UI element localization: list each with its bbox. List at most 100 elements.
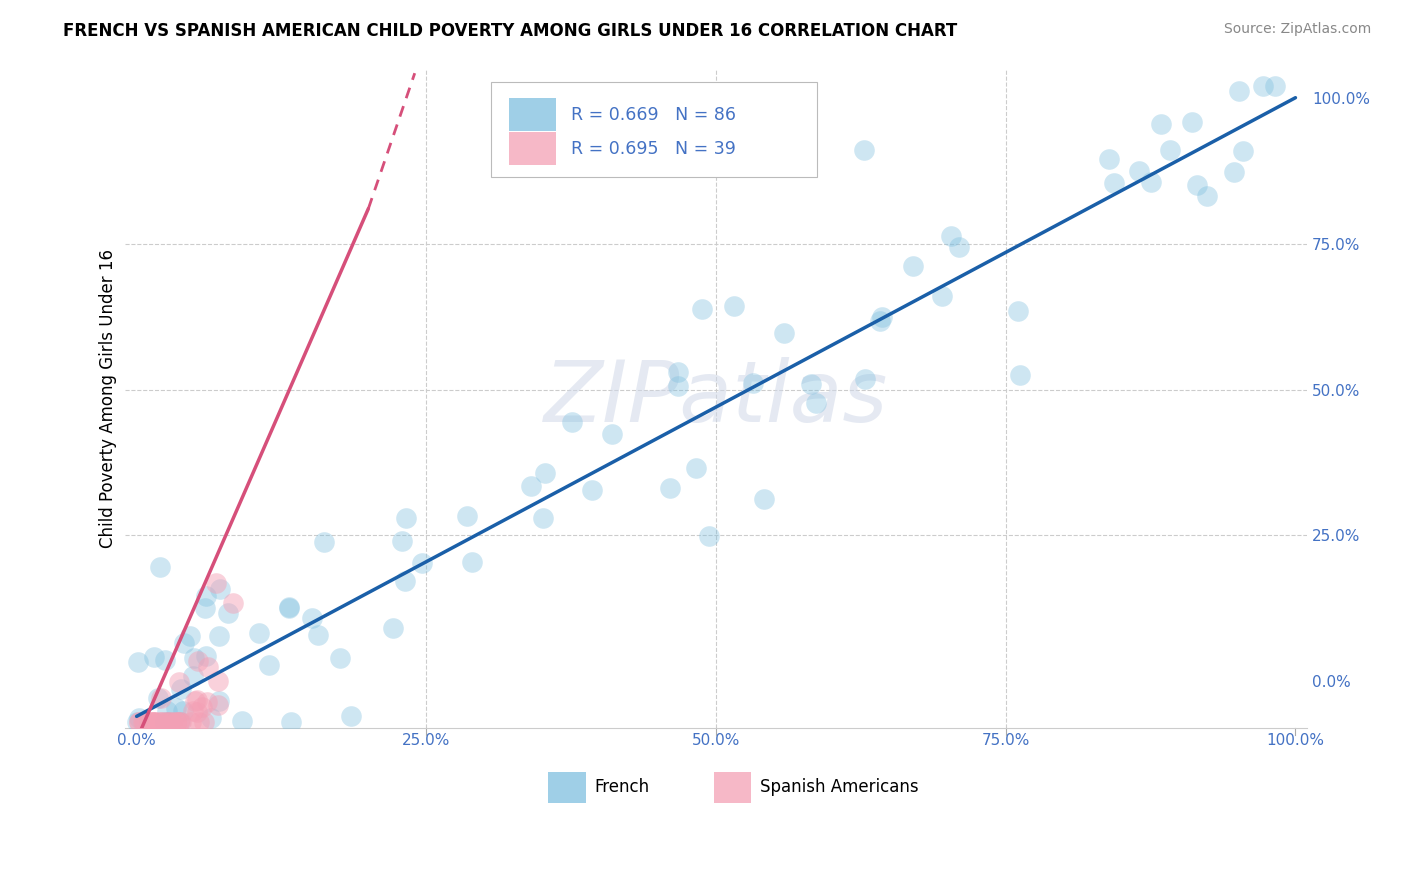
Point	[149, 715, 172, 730]
Point	[461, 556, 484, 570]
Point	[259, 657, 281, 672]
Text: FRENCH VS SPANISH AMERICAN CHILD POVERTY AMONG GIRLS UNDER 16 CORRELATION CHART: FRENCH VS SPANISH AMERICAN CHILD POVERTY…	[63, 22, 957, 40]
Point	[165, 701, 187, 715]
Point	[180, 715, 202, 730]
Point	[187, 715, 209, 730]
Text: R = 0.695   N = 39: R = 0.695 N = 39	[571, 140, 735, 158]
Point	[1232, 144, 1254, 158]
Text: ZIPatlas: ZIPatlas	[544, 357, 889, 440]
Point	[138, 715, 160, 730]
Point	[125, 715, 148, 730]
Point	[157, 715, 180, 730]
Point	[149, 691, 172, 706]
Point	[1159, 143, 1181, 157]
Point	[685, 461, 707, 475]
Point	[142, 650, 165, 665]
Point	[165, 715, 187, 730]
Point	[167, 715, 190, 730]
Point	[278, 600, 301, 615]
Point	[280, 715, 302, 730]
Point	[1223, 165, 1246, 179]
Point	[1097, 152, 1119, 166]
Point	[806, 395, 828, 409]
Point	[520, 479, 543, 493]
Point	[152, 715, 174, 730]
Point	[690, 301, 713, 316]
Point	[183, 694, 205, 708]
Point	[312, 534, 335, 549]
Point	[941, 229, 963, 244]
Point	[148, 560, 170, 574]
Point	[148, 690, 170, 705]
Point	[128, 715, 150, 730]
Point	[170, 681, 193, 696]
Point	[1128, 164, 1150, 178]
Point	[167, 675, 190, 690]
Point	[142, 715, 165, 730]
Point	[277, 600, 299, 615]
Point	[1007, 303, 1029, 318]
Point	[534, 467, 557, 481]
Point	[128, 711, 150, 725]
Point	[209, 582, 232, 596]
Point	[155, 715, 177, 730]
Y-axis label: Child Poverty Among Girls Under 16: Child Poverty Among Girls Under 16	[100, 249, 117, 548]
Point	[1010, 368, 1032, 382]
Point	[193, 715, 215, 730]
Point	[179, 629, 201, 643]
Point	[666, 365, 689, 379]
Point	[581, 483, 603, 498]
Point	[1251, 78, 1274, 93]
Point	[931, 289, 953, 303]
FancyBboxPatch shape	[548, 772, 586, 803]
Point	[853, 371, 876, 385]
Point	[181, 669, 204, 683]
Point	[181, 704, 204, 718]
Point	[658, 481, 681, 495]
Point	[142, 715, 165, 730]
Point	[1139, 175, 1161, 189]
Point	[156, 704, 179, 718]
Point	[1229, 83, 1251, 97]
Point	[307, 628, 329, 642]
Point	[1181, 115, 1204, 129]
Point	[172, 704, 194, 718]
Point	[411, 557, 433, 571]
Text: Source: ZipAtlas.com: Source: ZipAtlas.com	[1223, 22, 1371, 37]
Point	[159, 715, 181, 730]
Point	[773, 326, 796, 340]
Point	[391, 533, 413, 548]
Point	[948, 240, 970, 254]
Point	[903, 259, 925, 273]
Point	[169, 715, 191, 730]
Point	[247, 626, 270, 640]
FancyBboxPatch shape	[509, 133, 557, 166]
Point	[1187, 178, 1209, 192]
Point	[456, 508, 478, 523]
Point	[142, 715, 165, 730]
Point	[800, 377, 823, 392]
Point	[156, 715, 179, 730]
Point	[382, 621, 405, 635]
Point	[156, 715, 179, 730]
Text: R = 0.669   N = 86: R = 0.669 N = 86	[571, 105, 735, 124]
Point	[194, 601, 217, 615]
Point	[742, 376, 765, 390]
Point	[207, 698, 229, 712]
Point	[697, 529, 720, 543]
Point	[194, 649, 217, 664]
Point	[186, 692, 208, 706]
Point	[149, 715, 172, 730]
Point	[531, 511, 554, 525]
Point	[143, 715, 166, 730]
Point	[204, 575, 226, 590]
Point	[208, 630, 231, 644]
Point	[723, 300, 745, 314]
Point	[301, 610, 323, 624]
Point	[197, 660, 219, 674]
Point	[561, 415, 583, 429]
Point	[217, 606, 239, 620]
Point	[1104, 176, 1126, 190]
Point	[132, 715, 155, 730]
Point	[1149, 117, 1171, 131]
